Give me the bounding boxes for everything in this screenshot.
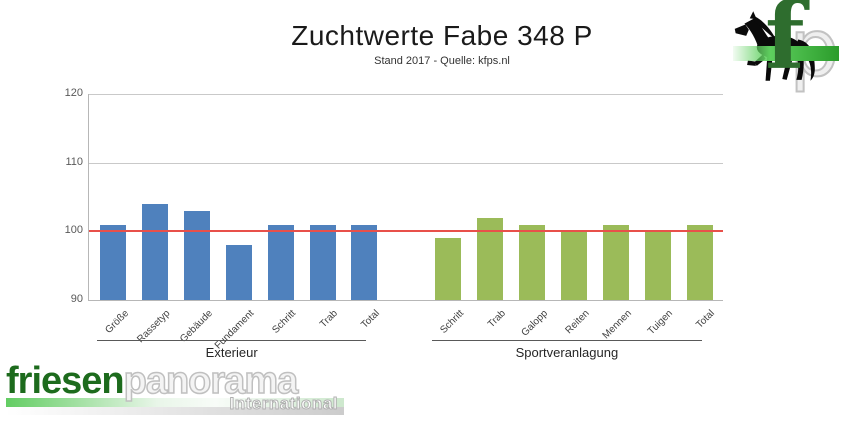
x-axis-category-label: Schritt: [270, 308, 299, 336]
bar: [686, 224, 713, 300]
bar: [351, 224, 378, 300]
bar: [309, 224, 336, 300]
x-axis-category-label: Größe: [102, 308, 131, 336]
bar: [435, 238, 462, 300]
x-axis-category-label: Total: [694, 308, 718, 331]
x-axis-category-label: Galopp: [519, 308, 550, 339]
y-axis-tick-label: 120: [64, 87, 83, 99]
bar: [519, 224, 545, 300]
bar: [100, 224, 126, 300]
x-axis-category-label: Mennen: [600, 308, 634, 342]
x-axis-category-label: Total: [359, 308, 383, 331]
x-axis-category-label: Trab: [318, 308, 341, 331]
friesenpanorama-logo: friesenpanorama International: [6, 359, 344, 420]
x-axis-category-label: Tuigen: [646, 308, 676, 338]
chart-subtitle: Stand 2017 - Quelle: kfps.nl: [374, 55, 510, 67]
gridline: [89, 162, 723, 164]
x-axis-category-label: Trab: [485, 308, 508, 331]
reference-line: [89, 230, 723, 233]
bar: [602, 224, 629, 300]
kfp-green-band: [733, 46, 839, 61]
kfp-letter-f: f: [765, 0, 805, 90]
category-group-label: Exterieur: [97, 340, 367, 360]
bar: [141, 203, 168, 300]
y-axis-tick-label: 90: [70, 293, 83, 305]
kfp-logo: p f: [733, 0, 840, 90]
y-axis-tick-label: 100: [64, 224, 83, 237]
fp-green-band: [6, 398, 344, 407]
bar: [267, 224, 294, 300]
gridline: [89, 94, 723, 95]
x-axis-category-label: Schritt: [438, 308, 466, 336]
y-axis-tick-label: 110: [65, 155, 83, 168]
bar: [225, 245, 252, 300]
chart-title: Zuchtwerte Fabe 348 P: [291, 20, 593, 51]
fp-wordmark-international: International: [229, 394, 338, 414]
bar: [644, 231, 671, 300]
bar: [560, 231, 587, 300]
x-axis-category-label: Reiten: [563, 308, 592, 337]
fp-wordmark-panorama: panorama: [123, 359, 299, 403]
bar-chart-plot: 90 100 110 120 Größe Rassetyp Gebäude Fundament…: [65, 87, 723, 360]
fp-gray-band: [6, 407, 344, 415]
bar: [183, 210, 210, 300]
fp-wordmark-friesen: friesen: [6, 360, 125, 402]
category-group-label: Sportveranlagung: [432, 340, 702, 360]
